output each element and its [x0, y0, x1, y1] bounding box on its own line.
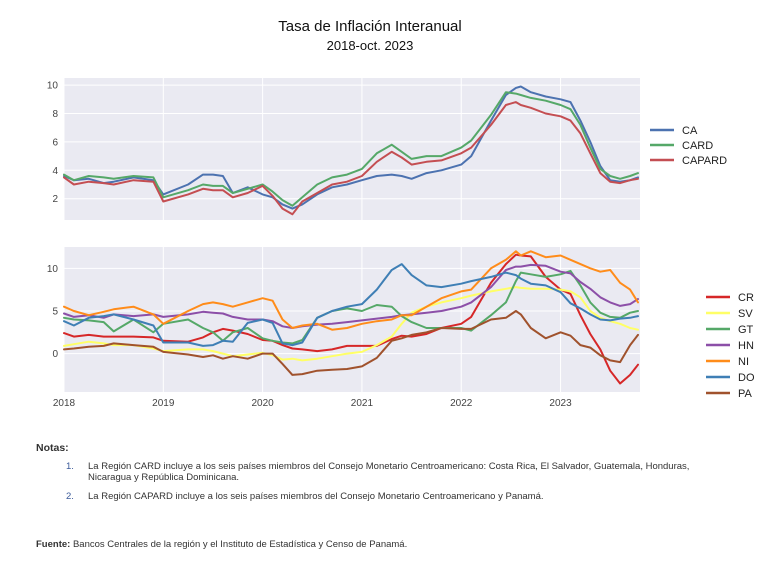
notes-section: Notas: 1. La Región CARD incluye a los s…: [36, 442, 756, 510]
series-line-ca: [63, 85, 639, 210]
note-number: 1.: [66, 461, 74, 472]
y-tick-label: 5: [52, 306, 58, 317]
source-text: Bancos Centrales de la región y el Insti…: [70, 539, 408, 550]
series-line-do: [63, 263, 639, 347]
inflation-charts: 2 4 6 8 10 CA CARD CAPARD 0 5 10 2018 2019 2020 2021 20…: [47, 78, 755, 409]
series-line-ni: [63, 250, 639, 331]
y-tick-label: 4: [52, 166, 58, 177]
legend-label: DO: [738, 372, 755, 384]
y-tick-label: 0: [52, 349, 58, 360]
legend-label: CA: [682, 125, 698, 137]
chart-subtitle: 2018-oct. 2023: [326, 38, 414, 53]
note-text: La Región CAPARD incluye a los seis país…: [88, 491, 544, 502]
x-tick-label: 2019: [152, 398, 175, 409]
chart-title: Tasa de Inflación Interanual: [278, 18, 462, 35]
series-line-pa: [63, 310, 639, 376]
chart-panel-2: 0 5 10 2018 2019 2020 2021 2022 2023 CR SV GT HN NI DO…: [47, 247, 755, 409]
series-line-sv: [63, 286, 639, 362]
x-tick-label: 2021: [351, 398, 374, 409]
x-tick-label: 2023: [549, 398, 572, 409]
x-tick-label: 2020: [251, 398, 274, 409]
notes-title: Notas:: [36, 442, 69, 454]
y-tick-label: 10: [47, 81, 59, 92]
legend-label: CAPARD: [682, 155, 727, 167]
legend-label: GT: [738, 324, 754, 336]
legend-label: NI: [738, 356, 749, 368]
chart-panel-1: 2 4 6 8 10 CA CARD CAPARD: [47, 78, 727, 220]
note-number: 2.: [66, 491, 74, 502]
y-tick-label: 2: [52, 194, 58, 205]
legend-label: CR: [738, 292, 754, 304]
legend-label: PA: [738, 388, 753, 400]
note-text: La Región CARD incluye a los seis países…: [88, 461, 690, 483]
source-label: Fuente:: [36, 539, 71, 550]
y-tick-label: 6: [52, 137, 58, 148]
source-line: Fuente: Bancos Centrales de la región y …: [36, 539, 407, 550]
series-line-hn: [63, 263, 639, 329]
y-tick-label: 8: [52, 109, 58, 120]
series-line-cr: [63, 253, 639, 385]
legend-label: HN: [738, 340, 754, 352]
legend-label: CARD: [682, 140, 713, 152]
series-line-card: [63, 91, 639, 207]
note-item-2: 2. La Región CAPARD incluye a los seis p…: [66, 491, 756, 502]
y-tick-label: 10: [47, 264, 59, 275]
legend-label: SV: [738, 308, 753, 320]
x-tick-label: 2022: [450, 398, 473, 409]
note-item-1: 1. La Región CARD incluye a los seis paí…: [66, 461, 756, 483]
series-line-capard: [63, 101, 639, 216]
x-tick-label: 2018: [53, 398, 76, 409]
